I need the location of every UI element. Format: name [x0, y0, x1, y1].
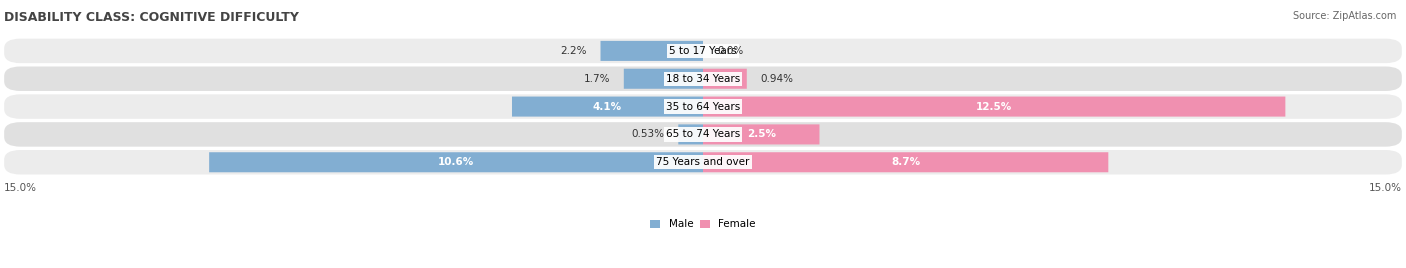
FancyBboxPatch shape: [600, 41, 703, 61]
FancyBboxPatch shape: [4, 150, 1402, 174]
FancyBboxPatch shape: [4, 66, 1402, 91]
FancyBboxPatch shape: [703, 96, 1285, 117]
FancyBboxPatch shape: [4, 94, 1402, 119]
Text: 1.7%: 1.7%: [583, 74, 610, 84]
Legend: Male, Female: Male, Female: [645, 215, 761, 234]
Text: 18 to 34 Years: 18 to 34 Years: [666, 74, 740, 84]
Text: 10.6%: 10.6%: [437, 157, 474, 167]
Text: 5 to 17 Years: 5 to 17 Years: [669, 46, 737, 56]
FancyBboxPatch shape: [678, 124, 703, 144]
FancyBboxPatch shape: [512, 96, 703, 117]
Text: 35 to 64 Years: 35 to 64 Years: [666, 102, 740, 111]
Text: 4.1%: 4.1%: [593, 102, 621, 111]
Text: Source: ZipAtlas.com: Source: ZipAtlas.com: [1292, 11, 1396, 21]
Text: DISABILITY CLASS: COGNITIVE DIFFICULTY: DISABILITY CLASS: COGNITIVE DIFFICULTY: [4, 11, 299, 24]
Text: 75 Years and over: 75 Years and over: [657, 157, 749, 167]
Text: 12.5%: 12.5%: [976, 102, 1012, 111]
Text: 0.53%: 0.53%: [631, 129, 664, 139]
FancyBboxPatch shape: [4, 39, 1402, 63]
FancyBboxPatch shape: [4, 122, 1402, 147]
Text: 65 to 74 Years: 65 to 74 Years: [666, 129, 740, 139]
Text: 2.5%: 2.5%: [747, 129, 776, 139]
Text: 15.0%: 15.0%: [1369, 183, 1402, 193]
FancyBboxPatch shape: [703, 69, 747, 89]
Text: 2.2%: 2.2%: [560, 46, 586, 56]
Text: 0.0%: 0.0%: [717, 46, 744, 56]
Text: 0.94%: 0.94%: [761, 74, 794, 84]
FancyBboxPatch shape: [209, 152, 703, 172]
FancyBboxPatch shape: [703, 124, 820, 144]
Text: 15.0%: 15.0%: [4, 183, 37, 193]
FancyBboxPatch shape: [703, 152, 1108, 172]
Text: 8.7%: 8.7%: [891, 157, 920, 167]
FancyBboxPatch shape: [624, 69, 703, 89]
